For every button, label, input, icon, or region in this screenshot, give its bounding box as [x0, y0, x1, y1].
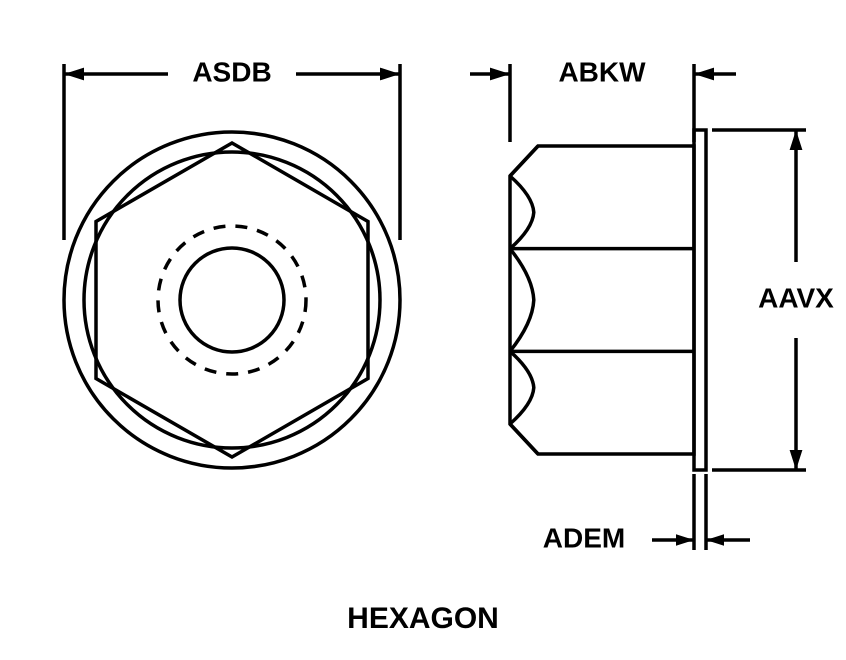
dimension-adem: ADEM [543, 474, 750, 553]
svg-text:AAVX: AAVX [758, 282, 834, 313]
svg-text:ABKW: ABKW [558, 56, 646, 87]
svg-text:ADEM: ADEM [543, 522, 625, 553]
front-view [64, 132, 400, 468]
dimension-aavx: AAVX [712, 130, 834, 470]
diagram-title: HEXAGON [347, 602, 499, 635]
side-view [510, 130, 706, 470]
hexagon-nut-diagram: ASDB ABKW AAVX ADEM HEXAGON [0, 0, 846, 660]
svg-text:ASDB: ASDB [192, 56, 271, 87]
